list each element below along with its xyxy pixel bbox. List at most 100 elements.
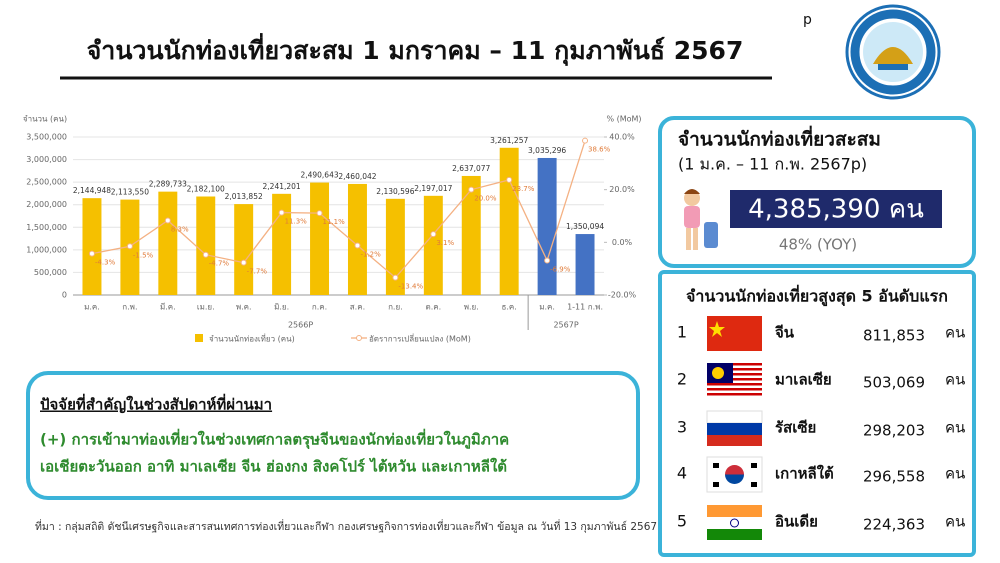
- bar: [575, 234, 595, 295]
- bar: [310, 182, 330, 295]
- x-tick-label: มิ.ย.: [274, 303, 289, 312]
- country-flag: [707, 363, 762, 396]
- x-tick-label: ต.ค.: [426, 303, 442, 312]
- country-count: 503,069: [863, 374, 925, 392]
- country-name: อินเดีย: [775, 513, 818, 531]
- bar-value-label: 2,197,017: [414, 184, 452, 193]
- line-point: [582, 137, 589, 144]
- x-tick-label: 1-11 ก.พ.: [567, 303, 603, 312]
- factors-line: (+) การเข้ามาท่องเที่ยวในช่วงเทศกาลตรุษจ…: [40, 429, 509, 450]
- summary-yoy: 48% (YOY): [779, 236, 857, 254]
- title-superscript: p: [803, 12, 812, 28]
- flag-stripe: [707, 393, 762, 396]
- bar-value-label: 2,241,201: [263, 182, 301, 191]
- flag-stripe: [707, 368, 762, 371]
- rank: 3: [677, 418, 687, 437]
- factors-heading: ปัจจัยที่สำคัญในช่วงสัปดาห์ที่ผ่านมา: [40, 394, 272, 414]
- y-tick-label: 3,000,000: [26, 155, 67, 164]
- country-name: รัสเซีย: [775, 419, 816, 437]
- country-name: จีน: [775, 324, 795, 342]
- flag-stripe: [707, 378, 762, 381]
- x-tick-label: ม.ค.: [539, 303, 555, 312]
- x-tick-label: พ.ค.: [236, 303, 252, 312]
- rank: 2: [677, 370, 687, 389]
- line-value-label: 38.6%: [588, 146, 611, 154]
- x-tick-label: ส.ค.: [350, 303, 365, 312]
- flag-chakra: [730, 518, 739, 528]
- count-unit: คน: [945, 465, 965, 483]
- line-point: [468, 186, 475, 193]
- y-tick-label: 3,500,000: [26, 133, 67, 142]
- legend-swatch: [195, 334, 203, 342]
- legend-swatch: [356, 335, 362, 341]
- y-tick-label: 0: [62, 291, 67, 300]
- x-tick-label: ก.ค.: [312, 303, 327, 312]
- y-tick-label: 1,500,000: [26, 223, 67, 232]
- bar-value-label: 2,130,596: [376, 187, 414, 196]
- factors-line: เอเชียตะวันออก อาทิ มาเลเซีย จีน ฮ่องกง …: [40, 457, 507, 476]
- flag: [707, 505, 762, 517]
- x-tick-label: ก.ย.: [388, 303, 403, 312]
- bar-value-label: 2,460,042: [338, 172, 376, 181]
- flag-stripe: [707, 388, 762, 391]
- group-label: 2567P: [553, 321, 578, 330]
- y2-tick-label: 20.0%: [609, 185, 635, 194]
- flag: [707, 529, 762, 540]
- line-series: [91, 140, 586, 279]
- line-value-label: 11.3%: [285, 218, 308, 226]
- y2-axis-title: % (MoM): [606, 115, 641, 124]
- count-unit: คน: [945, 324, 965, 342]
- bar-value-label: 2,182,100: [187, 184, 225, 193]
- bar-value-label: 2,013,852: [225, 192, 263, 201]
- country-count: 296,558: [863, 468, 925, 486]
- rank: 1: [677, 323, 687, 342]
- line-value-label: -6.9%: [550, 266, 571, 274]
- flag: [707, 423, 762, 435]
- bar-value-label: 1,350,094: [566, 222, 604, 231]
- line-point: [506, 176, 513, 183]
- bar-value-label: 2,144,948: [73, 186, 111, 195]
- line-value-label: -7.7%: [247, 268, 268, 276]
- top5-title: จำนวนนักท่องเที่ยวสูงสุด 5 อันดับแรก: [686, 285, 948, 308]
- line-point: [202, 251, 209, 258]
- y-tick-label: 2,500,000: [26, 178, 67, 187]
- country-flag: [707, 316, 762, 351]
- count-unit: คน: [945, 419, 965, 437]
- bar: [423, 195, 443, 295]
- chart: จำนวน (คน) % (MoM) 0 500,000 1,000,000 1,500,…: [23, 115, 642, 344]
- line-value-label: -4.3%: [95, 259, 116, 267]
- line-value-label: -1.5%: [133, 251, 154, 259]
- bar: [196, 196, 216, 295]
- line-value-label: 23.7%: [512, 185, 535, 193]
- line-value-label: 3.1%: [436, 239, 454, 247]
- flag: [707, 517, 762, 529]
- y2-tick-label: -20.0%: [608, 291, 637, 300]
- y-tick-label: 1,000,000: [26, 245, 67, 254]
- flag-stripe: [707, 373, 762, 376]
- flag-trigram: [713, 463, 719, 468]
- bar: [499, 147, 519, 295]
- page-title: จำนวนนักท่องเที่ยวสะสม 1 มกราคม – 11 กุม…: [87, 33, 744, 67]
- bar-value-label: 2,113,550: [111, 188, 149, 197]
- bar-value-label: 3,035,296: [528, 146, 566, 155]
- country-flag: [706, 410, 763, 446]
- line-value-label: -1.2%: [360, 250, 381, 258]
- line-point: [164, 217, 171, 224]
- line-point: [278, 209, 285, 216]
- bar-value-label: 2,637,077: [452, 164, 490, 173]
- country-count: 298,203: [863, 422, 925, 440]
- flag-stripe: [707, 383, 762, 386]
- flag-stripe: [707, 363, 762, 366]
- bar: [385, 198, 405, 295]
- flag-taeguk: [725, 474, 744, 484]
- flag-moon: [712, 367, 724, 379]
- line-point: [430, 231, 437, 238]
- line-point: [392, 274, 399, 281]
- source-note: ที่มา : กลุ่มสถิติ ดัชนีเศรษฐกิจและสารสน…: [35, 519, 657, 533]
- flag-taeguk: [725, 465, 744, 475]
- bar-value-label: 3,261,257: [490, 136, 528, 145]
- x-tick-label: เม.ย.: [197, 303, 215, 312]
- factors-box: [26, 371, 640, 500]
- bar: [347, 183, 367, 295]
- line-point: [354, 242, 361, 249]
